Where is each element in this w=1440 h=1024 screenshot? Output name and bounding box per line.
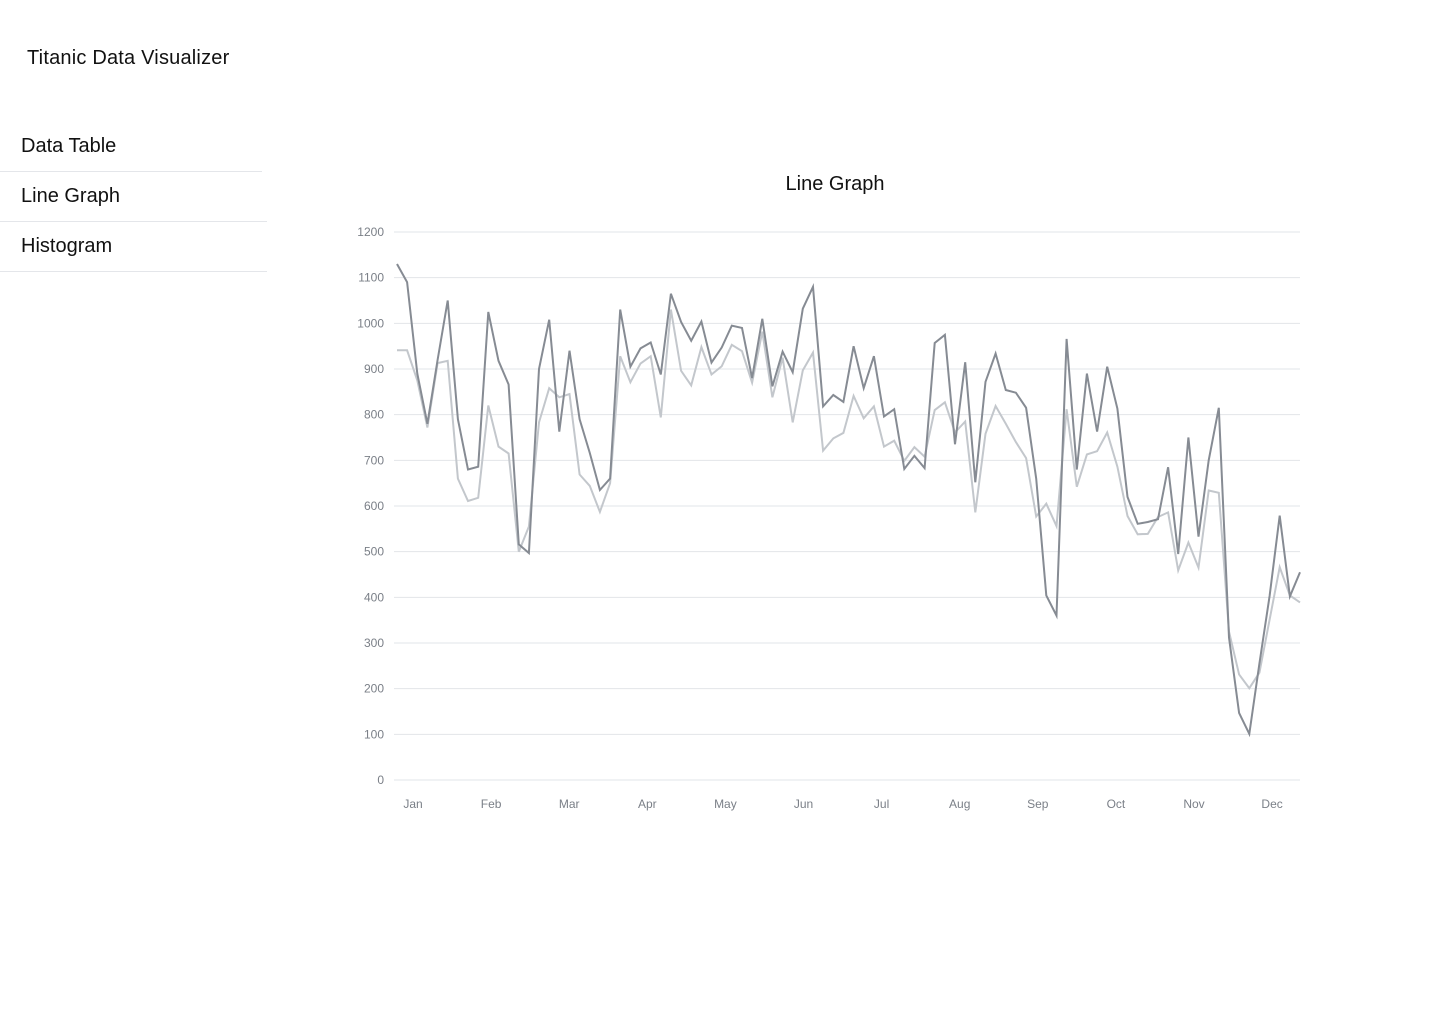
y-tick-label: 900	[364, 362, 384, 376]
y-tick-label: 100	[364, 727, 384, 741]
sidebar-item-line-graph[interactable]: Line Graph	[0, 172, 267, 222]
sidebar-nav: Data Table Line Graph Histogram	[0, 122, 267, 272]
x-tick-label: Jul	[874, 797, 889, 811]
y-tick-label: 800	[364, 408, 384, 422]
y-tick-label: 200	[364, 682, 384, 696]
y-tick-label: 700	[364, 453, 384, 467]
line-graph-panel: Line Graph 0 100 200 300 400 500 600 700 800 900 1…	[340, 165, 1320, 825]
series-line-1	[396, 263, 1301, 738]
x-tick-label: Aug	[949, 797, 970, 811]
x-tick-label: Mar	[559, 797, 580, 811]
y-tick-label: 500	[364, 545, 384, 559]
x-tick-label: Jun	[794, 797, 813, 811]
x-tick-label: Dec	[1261, 797, 1282, 811]
sidebar-item-data-table[interactable]: Data Table	[0, 122, 262, 172]
y-tick-label: 300	[364, 636, 384, 650]
x-tick-label: Apr	[638, 797, 657, 811]
y-tick-label: 1200	[357, 225, 384, 239]
x-tick-label: May	[714, 797, 737, 811]
chart-title: Line Graph	[785, 173, 885, 195]
x-tick-label: Feb	[481, 797, 502, 811]
series-line-2	[397, 309, 1301, 690]
app-title: Titanic Data Visualizer	[27, 47, 230, 69]
x-tick-label: Jan	[403, 797, 422, 811]
y-tick-label: 400	[364, 590, 384, 604]
sidebar-item-label: Histogram	[21, 235, 113, 257]
sidebar-item-label: Data Table	[21, 135, 117, 157]
y-tick-label: 1000	[357, 316, 384, 330]
y-tick-label: 0	[377, 773, 384, 787]
x-tick-label: Nov	[1183, 797, 1204, 811]
x-tick-label: Sep	[1027, 797, 1049, 811]
y-tick-label: 1100	[358, 271, 384, 285]
line-chart: 0 100 200 300 400 500 600 700 800 900 1000 1100 1200…	[357, 225, 1301, 811]
sidebar-item-label: Line Graph	[21, 185, 120, 207]
y-tick-label: 600	[364, 499, 384, 513]
x-tick-label: Oct	[1107, 797, 1126, 811]
sidebar-item-histogram[interactable]: Histogram	[0, 222, 267, 272]
